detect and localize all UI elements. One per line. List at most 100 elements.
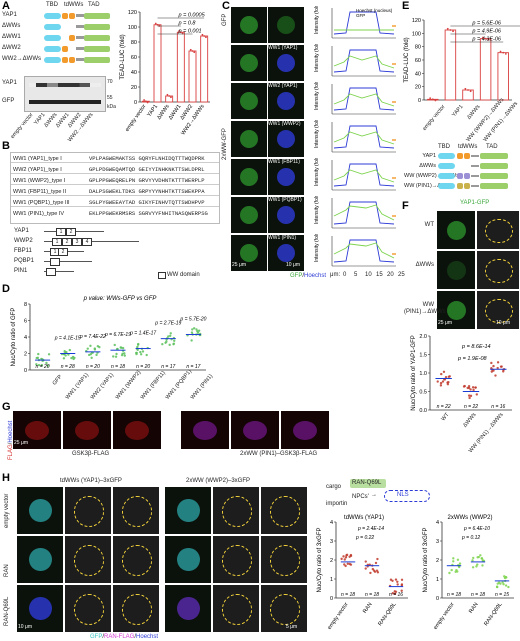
h-image-2 (164, 535, 212, 584)
n-label: n = 28 (61, 364, 75, 370)
g-image (112, 410, 162, 450)
hoechst-trace (333, 163, 395, 187)
nucleus-blob (176, 498, 200, 523)
domain-label-tbd: TBD (46, 2, 58, 8)
kda-unit: kDa (107, 104, 116, 110)
tbd-domain (44, 13, 61, 19)
nucleus-outline (222, 545, 252, 576)
f-image-zoom (476, 290, 520, 330)
data-point (441, 380, 445, 383)
data-point (393, 590, 396, 593)
data-point (450, 568, 453, 572)
tad-domain (84, 13, 110, 19)
y-tick-label: 0.0 (419, 408, 427, 414)
ww-domain-1 (457, 153, 463, 159)
tbd-domain (438, 173, 455, 179)
h-image-1-zoom2 (112, 584, 160, 633)
construct-label-ww2-wws: WW2→ΔWWs (2, 56, 41, 62)
data-point (452, 557, 455, 560)
data-point (35, 363, 38, 366)
h-plot-title: 2xWWs (WWP2) (448, 515, 493, 521)
e-domain-tdwws: tdWWs (458, 144, 478, 150)
nucleus-outline (222, 496, 252, 527)
nucleus-outline (270, 545, 300, 576)
e-construct-label-yap1: YAP1 (422, 153, 436, 159)
data-point (496, 366, 499, 370)
y-tick-label: 20 (131, 85, 137, 91)
nucleus-blob (240, 206, 258, 224)
bar-yap1 (444, 29, 457, 101)
nucleus-blob (240, 54, 258, 72)
data-point (442, 370, 446, 374)
nucleus-blob (240, 92, 258, 110)
c-image-overview (230, 44, 268, 82)
data-point (191, 50, 194, 52)
tad-domain (84, 24, 110, 30)
bar-ww-wwp2-wws (479, 38, 492, 101)
c-2xww-label: 2xWW-GFP (222, 128, 228, 160)
n-label: n = 18 (341, 592, 355, 598)
n-label: n = 18 (111, 364, 125, 370)
linker (76, 47, 84, 50)
data-point (193, 51, 196, 54)
data-point (145, 353, 148, 357)
nucleus-blob (293, 420, 317, 440)
y-tick-label: 80 (131, 40, 137, 46)
nucleus-outline (74, 594, 104, 625)
g-image (280, 410, 330, 450)
h-image-1-zoom (64, 535, 112, 584)
p-value-label: p = 0.8 (178, 21, 197, 27)
data-point (480, 557, 484, 560)
data-point (436, 380, 439, 383)
n-label: n = 20 (36, 364, 50, 370)
data-point (112, 355, 115, 358)
data-point (479, 554, 482, 557)
data-point (345, 553, 349, 557)
ww-domain-box: 2 (58, 248, 68, 256)
alignment-name-ww1-fbp11-type-ii: WW1 (FBP11)_type II (13, 189, 67, 195)
row-divider (11, 184, 219, 185)
data-point (113, 343, 116, 347)
h-image-1-zoom2 (112, 535, 160, 584)
hoechst-trace (333, 201, 395, 225)
nucleus-blob (277, 16, 295, 34)
d-p-value: p = 4.1E-15 (54, 336, 81, 342)
data-point (467, 385, 471, 388)
y-axis-title: Nuc/Cyto ratio of 3xGFP (317, 527, 323, 592)
kda-70: 70 (107, 79, 113, 85)
c-image-zoom (267, 158, 305, 196)
data-point (344, 564, 347, 568)
ww-domain-2 (464, 153, 470, 159)
p-value-label: p = 0.001 (178, 29, 202, 35)
domain-label-tdwws: tdWWs (64, 2, 84, 8)
protein-backbone (44, 261, 92, 262)
schema-cargo: cargo (326, 484, 342, 490)
hoechst-trace (333, 87, 395, 111)
f-p-value-1: p = 8.6E-14 (461, 344, 491, 350)
c-intensity-plot: Intensity (fold) (314, 44, 396, 77)
data-point (139, 353, 143, 356)
data-point (167, 335, 170, 338)
p-value-label: p = 0.0005 (178, 13, 206, 19)
nucleus-blob (240, 130, 258, 148)
data-point (123, 354, 126, 357)
linker (76, 36, 84, 39)
data-point (189, 48, 192, 51)
d-p-value: p = 1.4E-17 (129, 331, 156, 337)
data-point (471, 566, 475, 569)
e-construct-label-ww-wwp2-wws: WW (WWP2)→ΔWWs (404, 173, 459, 179)
c-row-label-ww1-pqbp1: WW1 (PQBP1) (268, 197, 302, 203)
ww-domain-2 (69, 35, 75, 41)
ww-domain-2 (69, 57, 75, 63)
c-image-overview (230, 158, 268, 196)
h-scatter-2xwws: 2xWWs (WWP2) 0 1 2 3 4 Nuc/Cyto ratio of 3xGFP… (423, 515, 514, 631)
hoechst-trace (333, 239, 395, 263)
data-point (484, 37, 487, 40)
c-xtick-5: 5 (354, 272, 358, 278)
d-p-value: p = 5.7E-20 (179, 317, 206, 323)
gfp-trace (333, 55, 395, 69)
d-p-value: p = 7.4E-22 (79, 334, 106, 340)
data-point (393, 592, 397, 596)
data-point (481, 564, 484, 567)
